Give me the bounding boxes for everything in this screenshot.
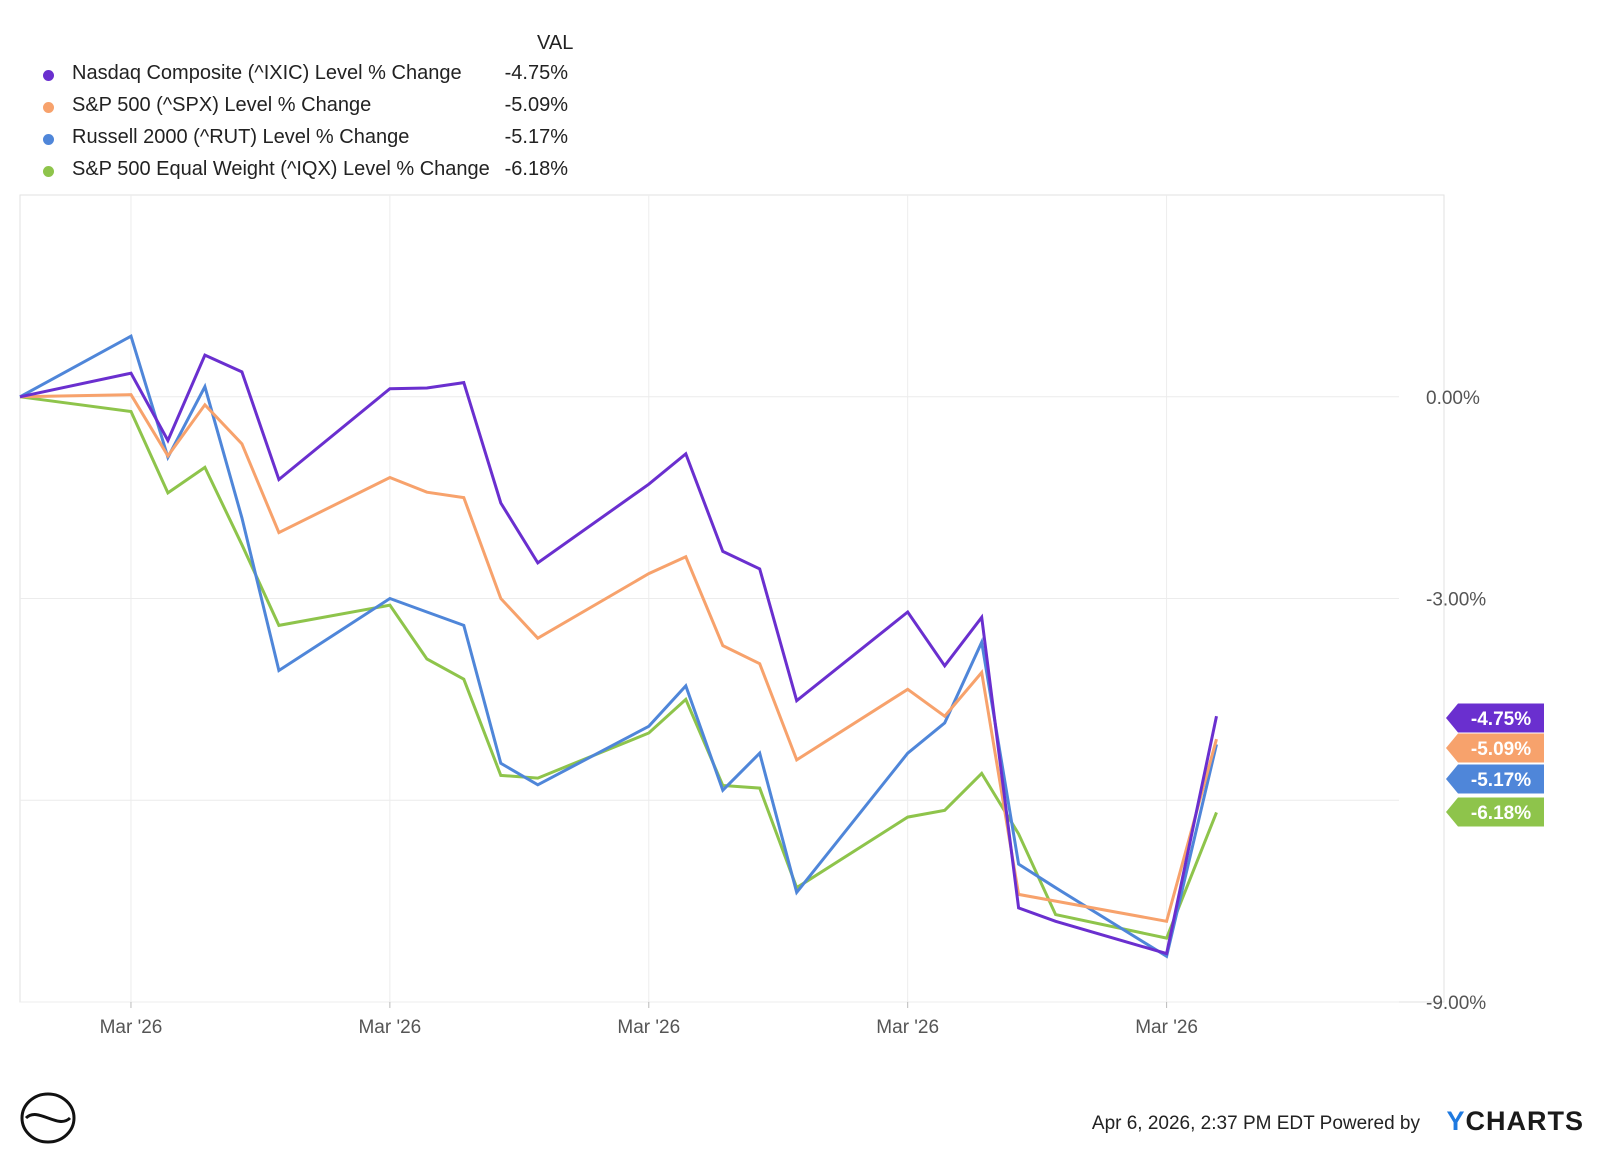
end-label-text: -4.75% bbox=[1471, 709, 1531, 730]
x-tick-label: Mar '26 bbox=[617, 1017, 680, 1038]
end-label-text: -6.18% bbox=[1471, 803, 1531, 824]
x-tick-label: Mar '26 bbox=[100, 1017, 163, 1038]
x-tick-label: Mar '26 bbox=[1135, 1017, 1198, 1038]
series-line-1 bbox=[19, 393, 1218, 924]
legend-item-value: -4.75% bbox=[504, 62, 568, 84]
end-label-flag bbox=[1446, 733, 1544, 763]
series-line-0 bbox=[19, 353, 1218, 956]
end-label-text: -5.09% bbox=[1471, 739, 1531, 760]
footer-timestamp: Apr 6, 2026, 2:37 PM EDT Powered by bbox=[1091, 1113, 1420, 1134]
legend-item-label: S&P 500 Equal Weight (^IQX) Level % Chan… bbox=[72, 158, 490, 180]
legend-item-value: -6.18% bbox=[504, 158, 568, 180]
series-line-3 bbox=[19, 395, 1218, 940]
legend-item-sp500[interactable]: S&P 500 (^SPX) Level % Change -5.09% bbox=[40, 94, 580, 120]
end-label-text: -5.17% bbox=[1471, 770, 1531, 791]
chart-legend: VAL Nasdaq Composite (^IXIC) Level % Cha… bbox=[0, 0, 600, 190]
end-label-flag bbox=[1446, 797, 1544, 827]
legend-item-label: Nasdaq Composite (^IXIC) Level % Change bbox=[72, 62, 462, 84]
y-tick-label: -9.00% bbox=[1426, 993, 1486, 1014]
legend-item-value: -5.09% bbox=[504, 94, 568, 116]
legend-dot-icon bbox=[43, 166, 54, 177]
legend-dot-icon bbox=[43, 102, 54, 113]
legend-item-value: -5.17% bbox=[504, 126, 568, 148]
legend-item-nasdaq[interactable]: Nasdaq Composite (^IXIC) Level % Change … bbox=[40, 62, 580, 88]
x-tick-label: Mar '26 bbox=[358, 1017, 421, 1038]
x-tick-label: Mar '26 bbox=[876, 1017, 939, 1038]
ycharts-logo-text: CHARTS bbox=[1465, 1106, 1584, 1136]
y-tick-label: 0.00% bbox=[1426, 388, 1480, 409]
y-tick-label: -3.00% bbox=[1426, 590, 1486, 611]
end-label-flag bbox=[1446, 703, 1544, 733]
ycharts-logo-y: Y bbox=[1446, 1106, 1466, 1136]
legend-item-label: S&P 500 (^SPX) Level % Change bbox=[72, 94, 372, 116]
ycharts-logo[interactable]: YCHARTS bbox=[1446, 1106, 1584, 1137]
legend-dot-icon bbox=[43, 70, 54, 81]
series-line-2 bbox=[19, 334, 1218, 959]
legend-item-equal-weight[interactable]: S&P 500 Equal Weight (^IQX) Level % Chan… bbox=[40, 158, 580, 184]
legend-header: VAL bbox=[537, 32, 574, 54]
legend-item-label: Russell 2000 (^RUT) Level % Change bbox=[72, 126, 410, 148]
legend-dot-icon bbox=[43, 134, 54, 145]
end-label-flag bbox=[1446, 764, 1544, 794]
legend-item-russell[interactable]: Russell 2000 (^RUT) Level % Change -5.17… bbox=[40, 126, 580, 152]
brand-logo-icon bbox=[20, 1092, 76, 1144]
